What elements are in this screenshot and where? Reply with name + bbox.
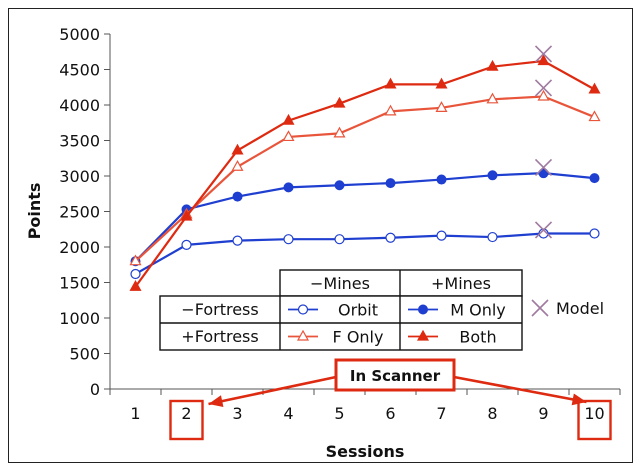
highlight-box-session-2: [169, 399, 204, 441]
data-point-both: [282, 113, 295, 125]
x-tick-label: 9: [538, 404, 548, 423]
data-point-m-only: [538, 168, 549, 179]
callout-arrow-left: [208, 375, 337, 406]
data-point-orbit: [436, 230, 447, 241]
y-tick-label: 2500: [59, 203, 100, 222]
legend-swatch-marker: [418, 304, 428, 315]
data-point-m-only: [589, 173, 600, 184]
y-tick-label: 500: [69, 345, 100, 364]
data-point-m-only: [487, 170, 498, 181]
x-tick-label: 1: [130, 404, 140, 423]
legend-swatch-marker: [296, 329, 310, 341]
legend-entry-label: F Only: [333, 328, 384, 347]
data-point-f-only: [537, 89, 550, 101]
callout-arrow-right-head: [571, 393, 587, 406]
data-point-m-only: [232, 191, 243, 202]
legend-col-header: +Mines: [431, 274, 491, 293]
data-point-both: [384, 77, 397, 89]
highlight-box-session-10: [577, 399, 612, 441]
data-point-orbit: [181, 239, 192, 250]
data-point-f-only: [486, 92, 499, 104]
callout-arrow-left-head: [208, 395, 224, 407]
x-tick-label: 10: [584, 404, 604, 423]
legend-row-header: −Fortress: [181, 300, 258, 319]
data-point-m-only: [436, 174, 447, 185]
legend-entry-label: M Only: [450, 301, 506, 320]
legend-model-label: Model: [556, 299, 604, 318]
x-tick-label: 8: [487, 404, 497, 423]
series-line-m-only: [134, 172, 595, 262]
x-tick-label: 4: [283, 404, 293, 423]
callout-arrow-right: [453, 375, 587, 404]
data-point-m-only: [283, 182, 294, 193]
data-point-f-only: [588, 110, 601, 122]
data-point-both: [333, 96, 346, 108]
in-scanner-callout-label: In Scanner: [350, 367, 441, 385]
chart-frame: [8, 8, 633, 463]
legend-entry-label: Both: [459, 328, 496, 347]
model-point: [534, 79, 553, 97]
y-tick-label: 4000: [59, 96, 100, 115]
data-point-orbit: [385, 232, 396, 243]
model-point: [534, 158, 553, 177]
data-point-orbit: [487, 231, 498, 243]
data-point-orbit: [283, 234, 294, 245]
data-point-f-only: [435, 101, 448, 112]
data-point-f-only: [129, 254, 142, 266]
y-axis-label: Points: [25, 183, 44, 240]
data-point-f-only: [384, 104, 397, 116]
x-tick-label: 3: [232, 404, 242, 423]
data-point-m-only: [385, 178, 396, 189]
data-point-orbit: [334, 234, 345, 245]
y-tick-label: 3500: [59, 132, 100, 151]
data-point-m-only: [334, 180, 345, 191]
series-line-both: [134, 59, 596, 288]
data-point-f-only: [231, 160, 244, 171]
data-point-orbit: [130, 268, 141, 280]
legend-swatch-marker: [416, 329, 430, 341]
series-line-orbit: [134, 232, 595, 275]
x-tick-label: 7: [436, 404, 446, 423]
data-point-both: [537, 54, 550, 66]
data-point-both: [231, 143, 244, 155]
data-point-orbit: [232, 235, 243, 246]
model-point: [534, 45, 553, 63]
data-point-orbit: [589, 228, 600, 239]
in-scanner-callout-box: [334, 358, 456, 392]
series-line-f-only: [134, 95, 595, 263]
legend-row-header: +Fortress: [181, 327, 258, 346]
y-tick-label: 1000: [59, 309, 100, 328]
y-tick-label: 0: [90, 380, 100, 399]
x-axis-label: Sessions: [326, 442, 405, 461]
data-point-both: [486, 59, 499, 71]
x-tick-label: 2: [181, 404, 191, 423]
data-point-f-only: [333, 126, 346, 138]
legend-model-marker: [531, 299, 549, 317]
model-point: [534, 221, 553, 239]
legend-entry-label: Orbit: [338, 301, 378, 320]
x-tick-label: 6: [385, 404, 395, 423]
y-tick-label: 5000: [59, 25, 100, 44]
legend-swatch-marker: [297, 304, 309, 315]
y-tick-label: 2000: [59, 238, 100, 257]
data-point-both: [588, 82, 601, 94]
x-tick-label: 5: [334, 404, 344, 423]
y-tick-label: 1500: [59, 274, 100, 293]
data-point-both: [129, 280, 142, 291]
data-point-both: [180, 209, 193, 221]
y-tick-label: 4500: [59, 61, 100, 80]
y-tick-label: 3000: [59, 167, 100, 186]
data-point-both: [435, 77, 448, 89]
legend-col-header: −Mines: [310, 274, 370, 293]
data-point-f-only: [282, 130, 295, 142]
